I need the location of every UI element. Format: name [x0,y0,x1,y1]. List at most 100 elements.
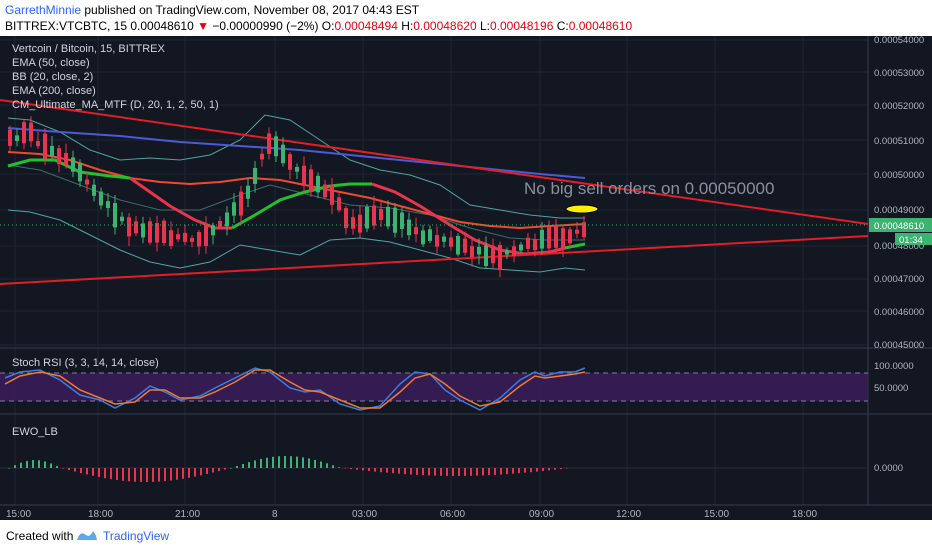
candle-body [197,231,201,247]
stoch-tick: 50.0000 [874,383,908,394]
ewo-bar [560,468,562,470]
legend-ema50[interactable]: EMA (50, close) [12,57,90,69]
candle-body [211,225,215,236]
time-tick: 15:00 [704,509,729,520]
candle-body [232,202,236,216]
chart-canvas[interactable]: No big sell orders on 0.00050000 0.00054… [0,36,932,520]
chart-area[interactable]: No big sell orders on 0.00050000 0.00054… [0,36,932,520]
low-label: L: [479,19,490,33]
candle-body [106,201,110,209]
ewo-histogram [8,456,568,482]
candle-body [204,225,208,246]
ewo-bar [326,463,328,468]
ewo-bar [452,468,454,476]
stoch-tick: 100.0000 [874,361,914,372]
ewo-bar [110,468,112,480]
legend-bb[interactable]: BB (20, close, 2) [12,71,93,83]
ewo-bar [308,458,310,468]
sell-orders-annotation[interactable]: No big sell orders on 0.00050000 [524,179,774,198]
candle-body [414,227,418,235]
chart-header: GarrethMinnie published on TradingView.c… [0,0,932,36]
ewo-bar [98,468,100,478]
current-price-badge [869,218,932,232]
ewo-bar [410,468,412,475]
candle-body [15,135,19,142]
ewo-bar [500,468,502,475]
candle-body [302,165,306,186]
ewo-bar [218,468,220,472]
price-axis[interactable]: 0.00054000 0.00053000 0.00052000 0.00051… [874,36,924,351]
cm-ma-line-up2 [564,242,586,250]
candle-body [519,244,523,251]
last-price: 0.00048610 [130,19,194,33]
current-price-label: 0.00048610 [874,221,924,232]
candle-body [176,234,180,240]
candle-body [484,245,488,267]
candle-body [449,237,453,247]
stoch-k-line [4,367,586,411]
price-tick: 0.00047000 [874,274,924,285]
ewo-bar [68,468,70,471]
author-link[interactable]: GarrethMinnie [5,3,82,17]
candle-body [8,129,12,146]
trendlines[interactable] [0,99,869,285]
ewo-bar [434,468,436,476]
time-tick: 18:00 [88,509,113,520]
ewo-bar [212,468,214,473]
candle-body [162,220,166,243]
tradingview-brand-link[interactable]: TradingView [103,529,170,543]
chart-title: Vertcoin / Bitcoin, 15, BITTREX [12,43,166,55]
stoch-rsi-label[interactable]: Stoch RSI (3, 3, 14, 14, close) [12,357,159,369]
candle-body [36,141,40,147]
candle-body [421,230,425,245]
ewo-bar [206,468,208,475]
highlight-ellipse[interactable] [565,204,599,214]
ewo-bar [20,462,22,468]
legend-cm-ma[interactable]: CM_Ultimate_MA_MTF (D, 20, 1, 2, 50, 1) [12,99,219,111]
ewo-bar [170,468,172,481]
price-change: −0.00000990 (−2%) [212,19,319,33]
ewo-bar [164,468,166,482]
ewo-bar [320,461,322,468]
cm-ma-line-down [7,158,131,180]
ewo-bar [134,468,136,482]
ewo-bar [362,468,364,471]
candle-body [505,250,509,255]
ewo-bar [230,468,232,469]
ewo-bar [284,456,286,468]
candle-body [92,184,96,196]
ewo-bar [296,456,298,468]
candle-body [141,223,145,238]
candle-body [113,202,117,228]
candle-body [428,229,432,241]
tradingview-logo-icon[interactable] [76,528,98,542]
chart-legend: Vertcoin / Bitcoin, 15, BITTREX EMA (50,… [12,43,219,111]
ewo-bar [404,468,406,475]
ewo-label[interactable]: EWO_LB [12,426,58,438]
ewo-bar [152,468,154,482]
candle-body [344,208,348,229]
candle-body [43,133,47,159]
time-axis[interactable]: 15:00 18:00 21:00 8 03:00 06:00 09:00 12… [6,509,817,520]
ewo-bar [128,468,130,482]
candle-body [253,167,257,184]
ewo-bar [314,459,316,468]
candle-body [393,207,397,233]
ewo-bar [194,468,196,477]
price-tick: 0.00050000 [874,170,924,181]
low-value: 0.00048196 [489,19,554,33]
candle-body [50,145,54,157]
candle-body [57,148,61,165]
footer: Created with TradingView [0,520,932,550]
time-tick: 15:00 [6,509,31,520]
candle-body [498,244,502,270]
ewo-bar [254,460,256,468]
ewo-bar [8,468,10,469]
time-tick: 03:00 [352,509,377,520]
legend-ema200[interactable]: EMA (200, close) [12,85,96,97]
candle-body [379,208,383,221]
candle-body [295,166,299,172]
candle-body [540,229,544,249]
ewo-bar [62,468,64,469]
ewo-bar [44,461,46,468]
